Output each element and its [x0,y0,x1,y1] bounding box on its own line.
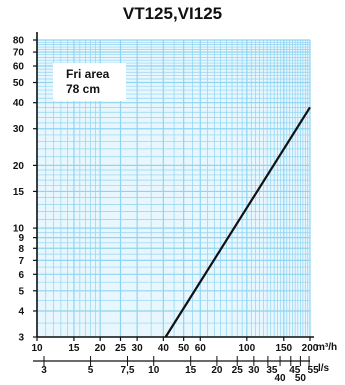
y-tick-label: 9 [18,233,24,244]
x-tick-label: 25 [115,343,127,354]
y-tick-label: 70 [13,48,25,59]
secondary-x-tick-label: 30 [248,365,260,376]
secondary-x-tick-label: 50 [295,373,307,384]
y-tick-label: 60 [13,62,25,73]
x-axis-unit: m³/h [316,342,337,353]
chart-title: VT125,VI125 [122,4,223,23]
x-tick-label: 150 [275,343,292,354]
secondary-x-tick-label: 25 [232,365,244,376]
y-tick-label: 20 [13,161,25,172]
x-tick-label: 60 [195,343,207,354]
secondary-x-tick-label: 15 [185,365,197,376]
y-tick-label: 5 [18,286,24,297]
secondary-x-tick-label: 5 [88,365,94,376]
annotation-text: 78 cm [66,82,100,96]
x-tick-label: 15 [68,343,80,354]
secondary-x-tick-label: 20 [211,365,223,376]
secondary-x-tick-label: 45 [289,365,301,376]
secondary-x-tick-label: 40 [275,373,287,384]
x-tick-label: 100 [238,343,255,354]
y-tick-label: 40 [13,98,25,109]
series-line [164,106,311,338]
x-tick-label: 30 [132,343,144,354]
y-tick-label: 50 [13,78,25,89]
y-tick-label: 3 [18,333,24,344]
annotation-background [53,63,126,101]
series-group [164,106,311,338]
x-tick-label: 40 [158,343,170,354]
y-tick-label: 4 [18,306,24,317]
y-tick-label: 7 [18,256,24,267]
x-axis-ticks: 10 15 20 25 30 40 50 60 100 150 200 [31,337,319,354]
y-tick-label: 15 [13,187,25,198]
secondary-x-axis-unit: l/s [318,363,330,374]
secondary-x-tick-label: 10 [148,365,160,376]
annotation-text: Fri area [66,67,110,81]
y-tick-label: 6 [18,270,24,281]
x-tick-label: 200 [302,343,319,354]
y-tick-label: 30 [13,124,25,135]
x-tick-label: 50 [178,343,190,354]
secondary-x-tick-label: 7,5 [121,365,135,376]
y-tick-label: 8 [18,244,24,255]
secondary-x-tick-label: 35 [266,365,278,376]
y-tick-label: 80 [13,36,25,47]
secondary-x-tick-label: 55 [308,365,320,376]
x-tick-label: 10 [31,343,43,354]
x-tick-label: 20 [95,343,107,354]
y-tick-label: 10 [13,224,25,235]
secondary-x-tick-label: 3 [41,365,47,376]
